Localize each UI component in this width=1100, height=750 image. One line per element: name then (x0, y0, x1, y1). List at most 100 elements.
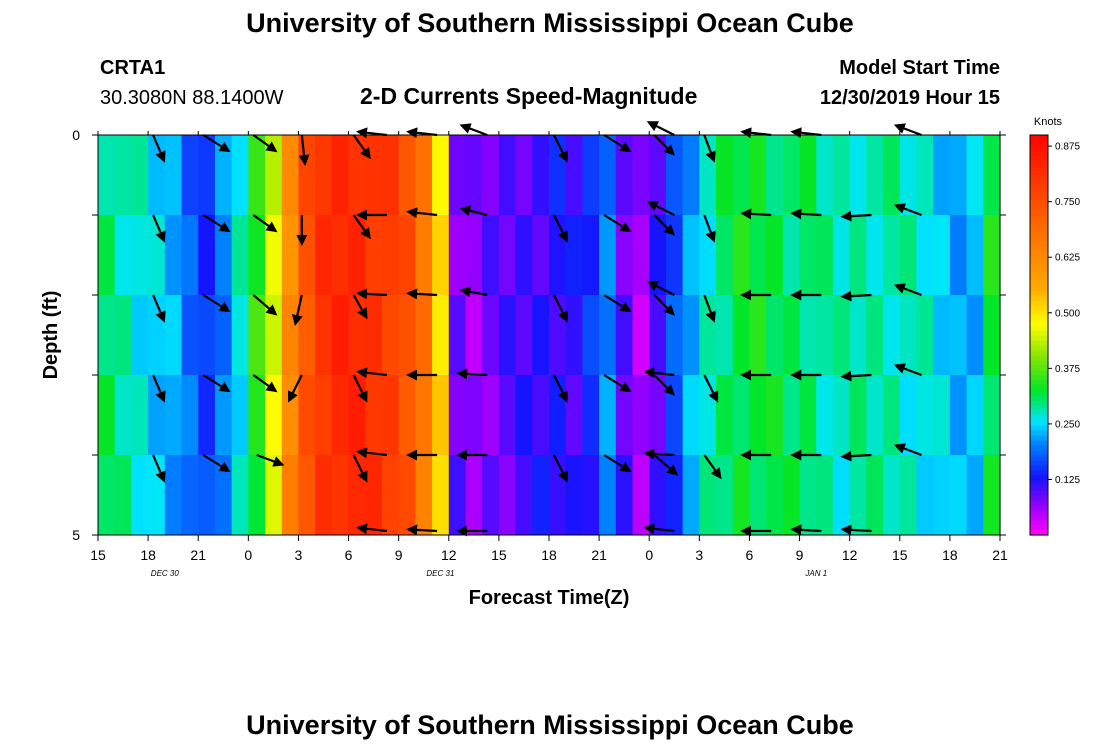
x-tick-label: 0 (645, 547, 653, 563)
colorbar-segment (1030, 170, 1048, 176)
heatmap-cell (265, 455, 283, 536)
heatmap-cell (816, 455, 834, 536)
heatmap-cell (198, 215, 216, 296)
heatmap-cell (766, 215, 784, 296)
x-tick-label: 18 (541, 547, 557, 563)
heatmap-cell (515, 375, 533, 456)
colorbar-segment (1030, 165, 1048, 171)
heatmap-cell (214, 455, 233, 536)
heatmap-cell (281, 215, 300, 296)
current-vector-arrow (653, 134, 675, 156)
colorbar-segment (1030, 225, 1048, 231)
chart-title: 2-D Currents Speed-Magnitude (360, 83, 698, 109)
current-vector-arrow (643, 448, 675, 460)
heatmap-cell (599, 375, 617, 456)
current-vector-arrow (459, 205, 488, 217)
heatmap-cell (248, 375, 266, 456)
heatmap-cell (415, 215, 433, 296)
date-label: DEC 31 (426, 569, 454, 578)
heatmap-cell (482, 295, 500, 376)
current-vector-arrow (202, 374, 231, 393)
heatmap-cell (615, 295, 634, 376)
heatmap-cell (916, 135, 934, 216)
colorbar-segment (1030, 395, 1048, 401)
heatmap-cell (331, 375, 350, 456)
heatmap-cell (181, 295, 199, 376)
heatmap-cell (164, 375, 183, 456)
heatmap-cell (933, 375, 951, 456)
current-vector-arrow (553, 294, 568, 323)
colorbar-segment (1030, 210, 1048, 216)
heatmap-cell (432, 215, 450, 296)
heatmap-cell (181, 455, 199, 536)
heatmap-cell (883, 295, 901, 376)
heatmap-cell (615, 215, 634, 296)
heatmap-cell (916, 375, 934, 456)
current-vector-arrow (893, 363, 922, 377)
current-vector-arrow (152, 134, 166, 163)
heatmap-cell (866, 455, 884, 536)
heatmap-cell (164, 295, 183, 376)
heatmap-cell (832, 455, 851, 536)
model-start-value: 12/30/2019 Hour 15 (819, 87, 1000, 109)
heatmap-cell (381, 375, 400, 456)
colorbar-tick-label: 0.250 (1055, 419, 1080, 430)
colorbar-tick-label: 0.375 (1055, 364, 1080, 375)
heatmap-cell (148, 135, 166, 216)
colorbar-segment (1030, 175, 1048, 181)
heatmap-cell (849, 455, 867, 536)
heatmap-cell (214, 375, 233, 456)
heatmap-cell (365, 215, 383, 296)
heatmap-cell (849, 375, 867, 456)
colorbar-segment (1030, 485, 1048, 491)
heatmap-cell (766, 135, 784, 216)
heatmap-cell (949, 295, 968, 376)
colorbar-segment (1030, 445, 1048, 451)
colorbar-unit: Knots (1034, 116, 1063, 128)
heatmap-cell (265, 135, 283, 216)
x-tick-label: 15 (491, 547, 507, 563)
heatmap-cell (415, 455, 433, 536)
colorbar-segment (1030, 430, 1048, 436)
heatmap-cell (816, 135, 834, 216)
x-tick-label: 15 (90, 547, 106, 563)
heatmap-cell (766, 295, 784, 376)
current-vector-arrow (352, 134, 371, 160)
heatmap-cell (983, 135, 1001, 216)
date-label: JAN 1 (804, 569, 827, 578)
colorbar-segment (1030, 335, 1048, 341)
current-vector-arrow (893, 283, 922, 297)
heatmap-cell (632, 215, 650, 296)
colorbar-segment (1030, 340, 1048, 346)
colorbar-segment (1030, 460, 1048, 466)
heatmap-cell (599, 455, 617, 536)
x-tick-label: 12 (842, 547, 858, 563)
date-label: DEC 30 (151, 569, 180, 578)
heatmap-cell (498, 295, 517, 376)
heatmap-cell (381, 295, 400, 376)
current-vector-arrow (252, 294, 278, 316)
heatmap-cell (582, 215, 600, 296)
colorbar-segment (1030, 260, 1048, 266)
colorbar-segment (1030, 345, 1048, 351)
heatmap-cell (933, 455, 951, 536)
current-vector-arrow (553, 214, 568, 243)
colorbar-segment (1030, 400, 1048, 406)
current-vector-arrow (298, 134, 310, 166)
colorbar-segment (1030, 245, 1048, 251)
heatmap-cell (665, 215, 684, 296)
heatmap-cell (448, 375, 467, 456)
heatmap-cell (749, 375, 767, 456)
heatmap-cell (198, 455, 216, 536)
heatmap-cell (599, 295, 617, 376)
heatmap-cell (415, 375, 433, 456)
heatmap-cell (331, 215, 350, 296)
heatmap-cell (933, 295, 951, 376)
heatmap-cell (832, 295, 851, 376)
heatmap-cell (298, 295, 316, 376)
current-vector-arrow (740, 208, 772, 220)
heatmap-cell (298, 375, 316, 456)
heatmap-cell (949, 375, 968, 456)
heatmap-cell (198, 135, 216, 216)
colorbar-segment (1030, 145, 1048, 151)
